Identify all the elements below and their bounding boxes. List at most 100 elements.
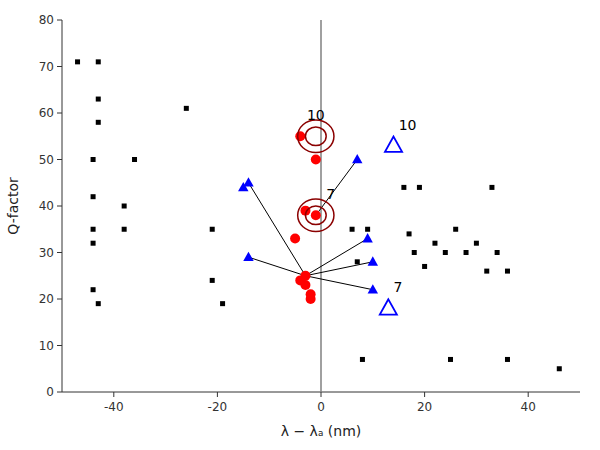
square-point [474,241,479,246]
y-tick-label: 0 [46,385,54,399]
open-triangle-point [380,299,397,314]
x-tick [424,392,425,397]
y-tick [57,299,62,300]
x-tick [113,392,114,397]
square-point [401,185,406,190]
x-tick [217,392,218,397]
square-point [448,357,453,362]
annotations: 10 7 10 7 [307,107,417,295]
reference-line [320,20,322,392]
triangle-point [362,233,372,242]
square-point [350,227,355,232]
square-point [422,264,427,269]
circle-point [295,131,305,141]
connector-line [248,183,305,276]
square-point [184,106,189,111]
y-tick [57,159,62,160]
point-label: 10 [399,117,417,133]
plot-area [75,20,562,392]
connector-line [248,257,305,276]
double-ring [298,120,334,153]
point-label: 7 [326,186,335,202]
point-label: 10 [307,107,325,123]
x-tick [321,392,322,397]
y-tick [57,113,62,114]
square-point [505,269,510,274]
y-tick-label: 80 [39,13,54,27]
y-tick-label: 40 [39,199,54,213]
square-point [96,59,101,64]
y-tick-label: 60 [39,106,54,120]
square-point [122,204,127,209]
square-point [91,241,96,246]
x-tick [528,392,529,397]
x-tick-label: -40 [104,400,124,414]
x-tick-label: 20 [417,400,432,414]
square-point [505,357,510,362]
square-point [96,97,101,102]
connector-line [305,262,372,276]
ring [298,199,334,232]
square-point [360,357,365,362]
square-point [91,157,96,162]
point-label: 7 [394,279,403,295]
y-tick-label: 10 [39,339,54,353]
square-point [210,278,215,283]
y-tick-label: 30 [39,246,54,260]
y-tick [57,392,62,393]
triangle-point [368,284,378,293]
square-point [453,227,458,232]
y-tick [57,345,62,346]
ring [298,120,334,153]
square-point [75,59,80,64]
ring [305,206,326,225]
square-point [91,287,96,292]
connector-line [305,276,372,290]
x-tick-label: 40 [521,400,536,414]
square-point [91,227,96,232]
square-point [220,301,225,306]
y-tick [57,20,62,21]
square-point [96,301,101,306]
square-point [557,366,562,371]
connector-line [316,160,357,216]
circle-point [311,155,321,165]
square-point [132,157,137,162]
square-point [355,259,360,264]
square-point [484,269,489,274]
circle-point [300,280,310,290]
y-tick [57,66,62,67]
square-point [417,185,422,190]
x-tick-label: -20 [208,400,228,414]
square-point [96,120,101,125]
square-point [495,250,500,255]
triangle-point [238,182,248,191]
y-tick [57,252,62,253]
y-axis-label: Q-factor [5,177,21,235]
square-point [432,241,437,246]
circle-point [306,294,316,304]
square-point [407,231,412,236]
y-tick-label: 20 [39,292,54,306]
square-point [443,250,448,255]
x-axis-label: λ − λₐ (nm) [281,423,362,439]
square-point [412,250,417,255]
axes: -40 -20 0 20 40 0 10 20 30 40 50 60 70 80 [39,13,580,414]
y-tick [57,206,62,207]
x-tick-label: 0 [317,400,325,414]
square-point [365,227,370,232]
square-point [91,194,96,199]
triangle-point [243,252,253,261]
y-tick-label: 70 [39,60,54,74]
y-tick-label: 50 [39,153,54,167]
ring [305,127,326,146]
double-ring [298,199,334,232]
triangle-point [368,256,378,265]
triangle-point [352,154,362,163]
circle-point [311,210,321,220]
square-point [489,185,494,190]
square-point [122,227,127,232]
chart: -40 -20 0 20 40 0 10 20 30 40 50 60 70 80 λ − λₐ (nm) Q… [0,0,600,450]
open-triangle-point [385,137,402,152]
square-point [210,227,215,232]
